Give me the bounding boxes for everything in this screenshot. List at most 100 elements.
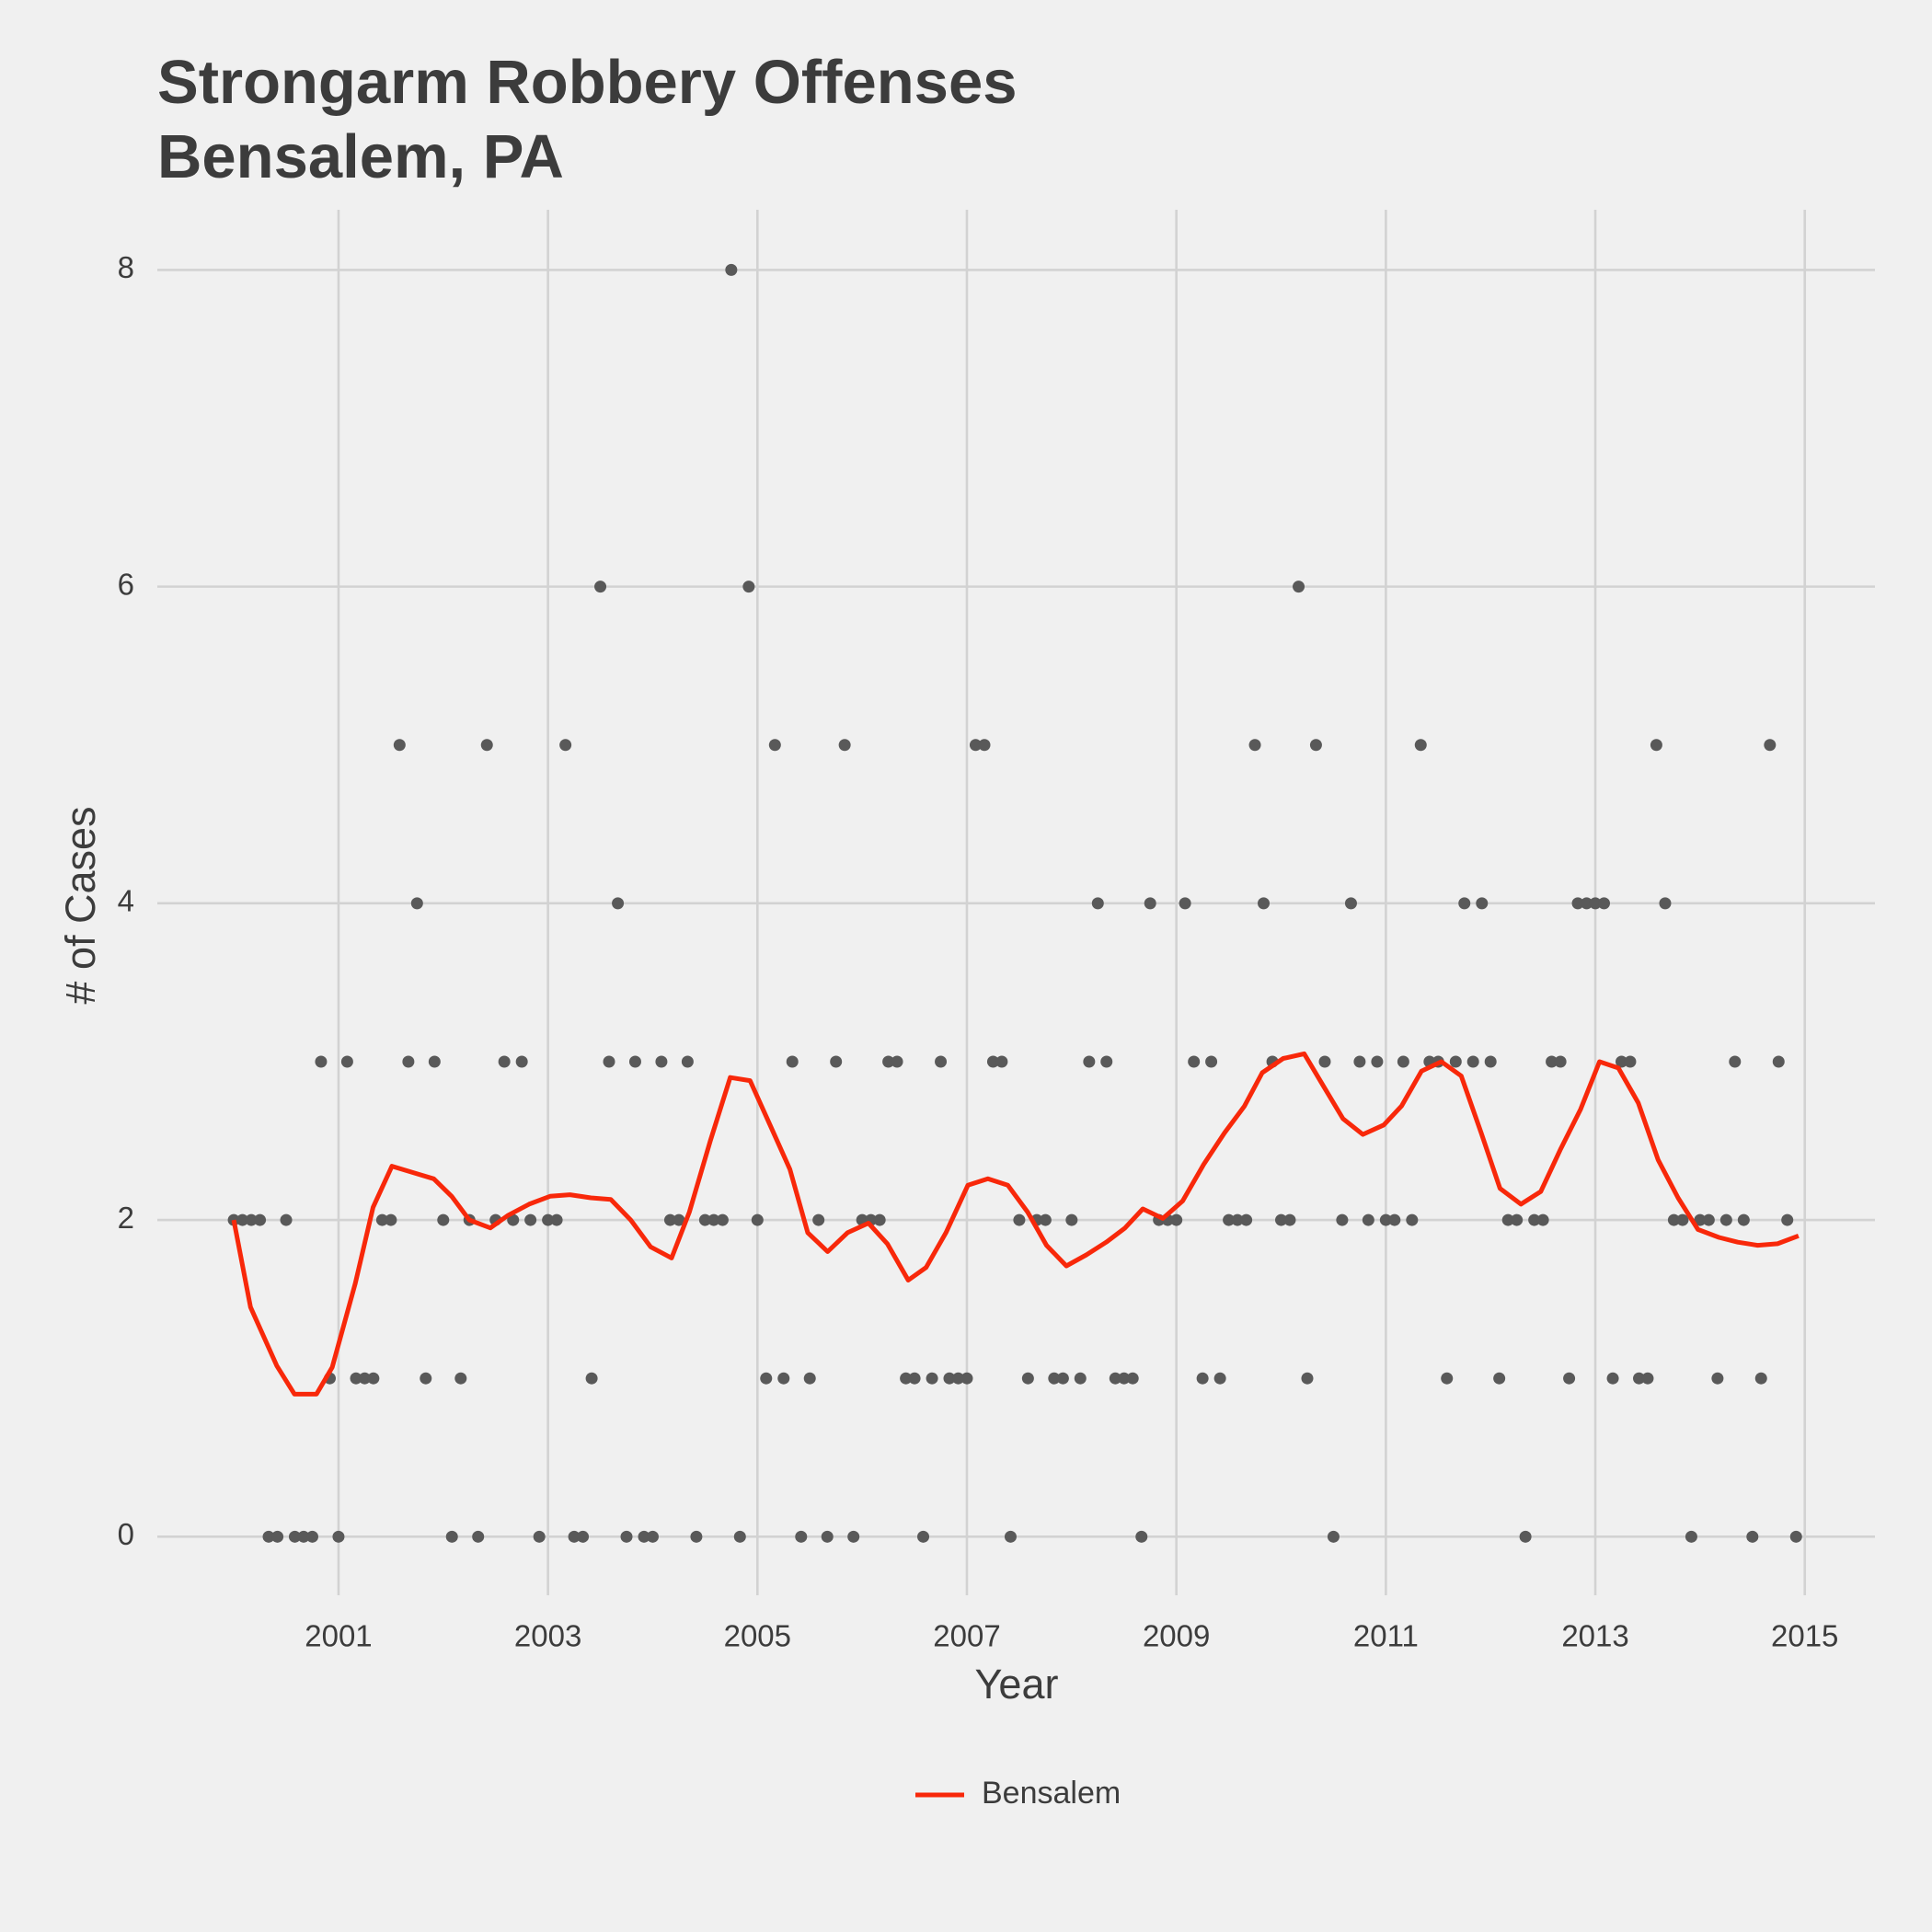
data-point — [1231, 1213, 1244, 1226]
data-point — [698, 1213, 711, 1226]
data-point — [1144, 897, 1156, 910]
data-point — [533, 1530, 546, 1543]
data-point — [1554, 1055, 1567, 1068]
data-point — [1406, 1213, 1419, 1226]
data-point — [315, 1055, 328, 1068]
data-point — [594, 581, 607, 593]
data-point — [1641, 1372, 1654, 1385]
data-point — [873, 1213, 886, 1226]
data-point — [1789, 1530, 1802, 1543]
data-point — [1004, 1530, 1017, 1543]
x-axis-title: Year — [975, 1661, 1059, 1708]
data-point — [1589, 897, 1602, 910]
data-point — [1388, 1213, 1401, 1226]
data-point — [428, 1055, 441, 1068]
data-point — [454, 1372, 467, 1385]
data-point — [1188, 1055, 1201, 1068]
data-point — [262, 1530, 275, 1543]
data-point — [882, 1055, 895, 1068]
x-tick-label: 2003 — [514, 1619, 581, 1653]
data-point — [1309, 739, 1322, 752]
data-point — [1039, 1213, 1052, 1226]
data-point — [1694, 1213, 1707, 1226]
data-point — [821, 1530, 834, 1543]
data-point — [1606, 1372, 1619, 1385]
data-point — [803, 1372, 816, 1385]
data-point — [550, 1213, 563, 1226]
data-point — [437, 1213, 450, 1226]
data-point — [751, 1213, 764, 1226]
data-point — [288, 1530, 301, 1543]
data-point — [1336, 1213, 1349, 1226]
data-point — [1493, 1372, 1506, 1385]
y-tick-label: 8 — [118, 250, 134, 284]
data-point — [350, 1372, 362, 1385]
data-point — [1519, 1530, 1532, 1543]
x-tick-label: 2013 — [1561, 1619, 1628, 1653]
data-point — [568, 1530, 581, 1543]
data-point — [1563, 1372, 1576, 1385]
legend-label: Bensalem — [982, 1776, 1121, 1811]
data-point — [236, 1213, 249, 1226]
data-point — [1318, 1055, 1331, 1068]
data-point — [943, 1372, 956, 1385]
data-point — [254, 1213, 267, 1226]
data-point — [603, 1055, 615, 1068]
data-point — [1126, 1372, 1139, 1385]
data-point — [978, 739, 991, 752]
data-point — [1624, 1055, 1637, 1068]
data-point — [1135, 1530, 1148, 1543]
data-point — [1118, 1372, 1131, 1385]
data-point — [559, 739, 572, 752]
data-point — [733, 1530, 746, 1543]
data-point — [1397, 1055, 1409, 1068]
data-point — [663, 1213, 676, 1226]
data-point — [367, 1372, 380, 1385]
data-point — [628, 1055, 641, 1068]
data-point — [1546, 1055, 1558, 1068]
data-point — [1581, 897, 1593, 910]
data-point — [1484, 1055, 1497, 1068]
data-point — [1258, 897, 1271, 910]
x-tick-label: 2001 — [305, 1619, 372, 1653]
x-tick-label: 2015 — [1771, 1619, 1838, 1653]
data-point — [393, 739, 406, 752]
trend-line — [231, 1051, 1800, 1397]
data-point — [960, 1372, 973, 1385]
x-tick-label: 2005 — [724, 1619, 791, 1653]
data-point — [655, 1055, 668, 1068]
data-point — [542, 1213, 555, 1226]
data-point — [358, 1372, 371, 1385]
data-point — [271, 1530, 284, 1543]
y-tick-label: 6 — [118, 567, 134, 601]
data-point — [1764, 739, 1777, 752]
data-point — [1729, 1055, 1742, 1068]
data-point — [1772, 1055, 1785, 1068]
data-point — [332, 1530, 345, 1543]
data-point — [498, 1055, 511, 1068]
data-point — [969, 739, 982, 752]
data-point — [1414, 739, 1427, 752]
data-point — [375, 1213, 388, 1226]
data-point — [1702, 1213, 1715, 1226]
data-point — [1511, 1213, 1524, 1226]
data-point — [1466, 1055, 1479, 1068]
data-point — [891, 1055, 903, 1068]
data-point — [1048, 1372, 1061, 1385]
chart-title: Strongarm Robbery Offenses — [157, 48, 1017, 117]
data-point — [515, 1055, 528, 1068]
data-point — [1275, 1213, 1288, 1226]
data-point — [1196, 1372, 1209, 1385]
data-point — [1327, 1530, 1340, 1543]
data-point — [838, 739, 851, 752]
data-point — [1571, 897, 1584, 910]
data-point — [681, 1055, 694, 1068]
data-point — [1074, 1372, 1087, 1385]
data-point — [1379, 1213, 1392, 1226]
data-point — [1536, 1213, 1549, 1226]
data-point — [445, 1530, 458, 1543]
data-point — [1205, 1055, 1218, 1068]
data-point — [297, 1530, 310, 1543]
data-point — [830, 1055, 843, 1068]
data-point — [1362, 1213, 1374, 1226]
